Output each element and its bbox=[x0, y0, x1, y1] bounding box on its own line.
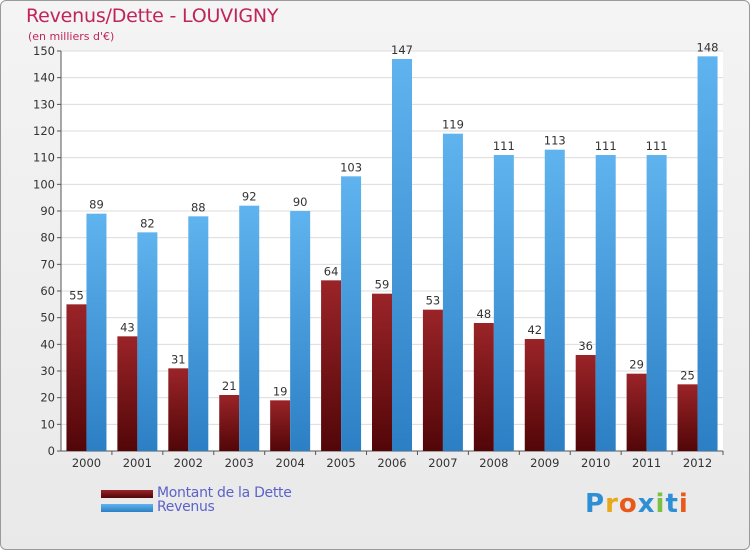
logo-letter: P bbox=[585, 489, 606, 519]
y-tick-label: 10 bbox=[40, 417, 55, 431]
data-label: 53 bbox=[426, 294, 441, 308]
data-label: 42 bbox=[527, 323, 542, 337]
logo-letter: i bbox=[655, 489, 666, 519]
data-label: 31 bbox=[171, 352, 186, 366]
y-tick-label: 80 bbox=[40, 231, 55, 245]
bar-dette bbox=[66, 304, 87, 451]
data-label: 103 bbox=[340, 160, 362, 174]
bar-revenus bbox=[697, 56, 718, 451]
y-tick-label: 40 bbox=[40, 337, 55, 351]
data-label: 19 bbox=[273, 384, 288, 398]
bar-revenus bbox=[290, 211, 311, 451]
data-label: 36 bbox=[578, 339, 593, 353]
bar-dette bbox=[422, 309, 443, 451]
data-label: 88 bbox=[191, 200, 206, 214]
bar-revenus bbox=[86, 213, 107, 451]
x-tick-label: 2002 bbox=[174, 456, 203, 470]
data-label: 89 bbox=[89, 198, 104, 212]
data-label: 90 bbox=[293, 195, 308, 209]
legend-swatch-dette bbox=[101, 490, 153, 498]
x-tick-label: 2001 bbox=[123, 456, 152, 470]
logo-letter: r bbox=[605, 489, 619, 519]
data-label: 111 bbox=[646, 139, 668, 153]
data-label: 55 bbox=[69, 288, 84, 302]
bar-dette bbox=[575, 355, 596, 451]
data-label: 21 bbox=[222, 379, 237, 393]
y-tick-label: 150 bbox=[33, 44, 55, 58]
chart-subtitle: (en milliers d'€) bbox=[28, 30, 115, 43]
proxiti-logo: Proxiti bbox=[585, 489, 689, 519]
x-tick-label: 2012 bbox=[683, 456, 712, 470]
y-tick-label: 60 bbox=[40, 284, 55, 298]
y-tick-label: 20 bbox=[40, 391, 55, 405]
logo-letter: o bbox=[618, 489, 638, 519]
data-label: 119 bbox=[442, 118, 464, 132]
y-tick-label: 100 bbox=[33, 177, 55, 191]
x-tick-label: 2000 bbox=[72, 456, 101, 470]
x-tick-label: 2007 bbox=[428, 456, 457, 470]
bar-revenus bbox=[595, 155, 616, 451]
data-label: 92 bbox=[242, 190, 257, 204]
data-label: 25 bbox=[680, 368, 695, 382]
y-tick-label: 120 bbox=[33, 124, 55, 138]
x-tick-label: 2010 bbox=[581, 456, 610, 470]
y-tick-label: 90 bbox=[40, 204, 55, 218]
data-label: 64 bbox=[324, 264, 339, 278]
data-label: 147 bbox=[391, 43, 413, 57]
data-label: 48 bbox=[477, 307, 492, 321]
y-tick-label: 130 bbox=[33, 97, 55, 111]
x-tick-label: 2004 bbox=[276, 456, 305, 470]
bar-revenus bbox=[646, 155, 667, 451]
y-tick-label: 50 bbox=[40, 311, 55, 325]
bar-dette bbox=[473, 323, 494, 451]
y-tick-label: 0 bbox=[48, 444, 55, 458]
bar-revenus bbox=[239, 205, 260, 451]
data-label: 82 bbox=[140, 216, 155, 230]
x-tick-label: 2006 bbox=[377, 456, 406, 470]
data-label: 111 bbox=[595, 139, 617, 153]
legend-label-revenus: Revenus bbox=[157, 499, 215, 515]
legend-label-dette: Montant de la Dette bbox=[157, 485, 292, 501]
y-tick-label: 140 bbox=[33, 71, 55, 85]
legend-swatch-revenus bbox=[101, 504, 153, 512]
x-tick-label: 2005 bbox=[326, 456, 355, 470]
data-label: 59 bbox=[375, 278, 390, 292]
logo-letter: x bbox=[637, 489, 656, 519]
bar-revenus bbox=[493, 155, 514, 451]
data-label: 43 bbox=[120, 320, 135, 334]
bar-revenus bbox=[137, 232, 158, 451]
y-tick-label: 110 bbox=[33, 151, 55, 165]
bar-dette bbox=[372, 293, 392, 451]
logo-letter: t bbox=[665, 489, 679, 519]
bar-dette bbox=[321, 280, 342, 451]
bar-revenus bbox=[188, 216, 209, 451]
bar-revenus bbox=[442, 133, 463, 451]
data-label: 113 bbox=[544, 134, 566, 148]
data-label: 111 bbox=[493, 139, 515, 153]
bar-dette bbox=[626, 373, 647, 451]
bar-dette bbox=[219, 395, 240, 451]
bar-dette bbox=[168, 368, 189, 451]
x-tick-label: 2009 bbox=[530, 456, 559, 470]
bar-dette bbox=[677, 384, 698, 451]
x-tick-label: 2003 bbox=[225, 456, 254, 470]
bar-dette bbox=[117, 336, 138, 451]
data-label: 148 bbox=[697, 40, 719, 54]
x-tick-label: 2011 bbox=[632, 456, 661, 470]
data-label: 29 bbox=[629, 358, 644, 372]
bar-dette bbox=[524, 339, 545, 451]
x-tick-label: 2008 bbox=[479, 456, 508, 470]
chart-title: Revenus/Dette - LOUVIGNY bbox=[26, 5, 279, 27]
y-tick-label: 30 bbox=[40, 364, 55, 378]
bar-revenus bbox=[544, 149, 565, 451]
bar-revenus bbox=[392, 59, 412, 451]
bar-dette bbox=[270, 400, 291, 451]
logo-letter: i bbox=[678, 489, 689, 519]
bar-revenus bbox=[341, 176, 362, 452]
y-tick-label: 70 bbox=[40, 257, 55, 271]
